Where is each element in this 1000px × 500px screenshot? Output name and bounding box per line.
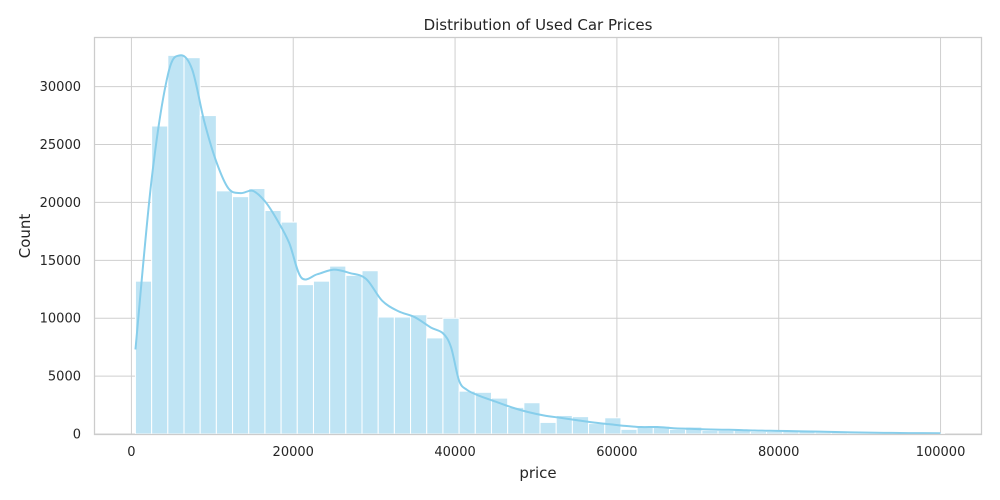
y-tick-label: 15000	[40, 254, 81, 269]
y-tick-label: 30000	[40, 80, 81, 95]
histogram-bar	[507, 406, 525, 435]
histogram-bar	[296, 284, 314, 435]
histogram-bar	[312, 280, 331, 435]
histogram-bar	[232, 196, 250, 435]
histogram-bar	[248, 188, 266, 435]
x-tick-label: 40000	[434, 445, 475, 460]
histogram-bar	[539, 421, 557, 435]
histogram-bar	[620, 428, 638, 435]
x-tick-label: 0	[127, 445, 135, 460]
histogram-bar	[167, 54, 185, 435]
histogram-bar	[701, 430, 719, 435]
histogram-bar	[361, 270, 379, 435]
kde-line	[134, 54, 941, 435]
histogram-bar	[393, 316, 412, 435]
histogram-bar	[199, 115, 217, 435]
histogram-bar	[215, 190, 234, 435]
histogram-bar	[280, 221, 298, 435]
histogram-bar	[134, 280, 153, 435]
histogram-bar	[588, 423, 606, 435]
histogram-bar	[151, 125, 169, 435]
histogram-bar	[717, 430, 735, 435]
plot-frame	[93, 36, 983, 436]
histogram-bar	[345, 274, 363, 435]
histogram-bars	[134, 54, 946, 435]
x-tick-label: 20000	[273, 445, 314, 460]
histogram-bar	[410, 314, 428, 435]
y-tick-label: 25000	[40, 138, 81, 153]
kde-curve-layer	[134, 54, 941, 435]
histogram-bar	[329, 265, 347, 435]
histogram-bar	[749, 431, 768, 435]
y-tick-label: 10000	[40, 312, 81, 327]
chart-title: Distribution of Used Car Prices	[424, 16, 653, 34]
x-tick-labels: 0 20000 40000 60000 80000 100000	[127, 445, 965, 460]
histogram-bar	[264, 210, 282, 435]
histogram-bar	[668, 428, 687, 435]
x-tick-label: 100000	[916, 445, 966, 460]
histogram-bar	[458, 390, 476, 435]
x-tick-label: 80000	[758, 445, 799, 460]
histogram-bar	[426, 337, 444, 435]
x-axis-label: price	[519, 464, 556, 482]
x-tick-label: 60000	[596, 445, 637, 460]
y-tick-labels: 0 5000 10000 15000 20000 25000 30000	[40, 80, 81, 442]
histogram-bar	[183, 57, 201, 435]
y-tick-label: 0	[73, 428, 81, 443]
y-axis-label: Count	[16, 214, 34, 259]
histogram-bar	[377, 316, 395, 435]
y-tick-label: 20000	[40, 196, 81, 211]
y-tick-label: 5000	[48, 370, 81, 385]
histogram-bar	[523, 402, 541, 435]
histogram-bar	[766, 431, 784, 435]
